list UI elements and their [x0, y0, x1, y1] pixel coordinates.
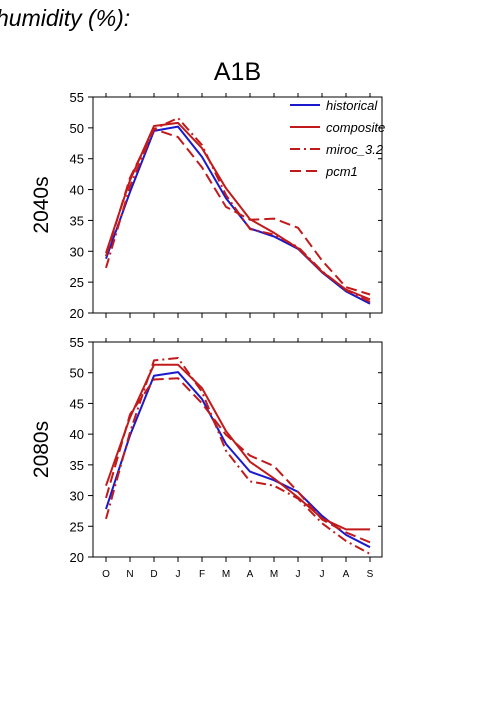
- row-label: 2040s: [30, 176, 53, 233]
- y-tick-label: 55: [70, 335, 84, 350]
- x-tick-label: S: [367, 569, 374, 580]
- legend-label: historical: [326, 98, 378, 113]
- x-tick-label: O: [102, 569, 110, 580]
- y-tick-label: 35: [70, 213, 84, 228]
- y-tick-label: 40: [70, 183, 84, 198]
- y-tick-label: 50: [70, 121, 84, 136]
- plot-frame: [92, 341, 383, 558]
- legend-label: pcm1: [325, 164, 358, 179]
- x-tick-label: J: [296, 569, 301, 580]
- x-tick-label: J: [320, 569, 325, 580]
- y-tick-label: 45: [70, 396, 84, 411]
- figure-heading: humidity (%):: [0, 5, 130, 31]
- row-label: 2080s: [30, 421, 53, 478]
- y-tick-label: 25: [70, 275, 84, 290]
- y-tick-label: 45: [70, 152, 84, 167]
- plot-frame: [92, 96, 383, 314]
- y-tick-label: 55: [70, 90, 84, 105]
- y-tick-label: 50: [70, 366, 84, 381]
- series-line-miroc-3-2: [105, 117, 371, 303]
- y-tick-label: 20: [70, 550, 84, 565]
- y-tick-label: 25: [70, 519, 84, 534]
- chart-panels: 20 25 30 35 40 45 50 55 2040s historical composite…: [30, 90, 385, 580]
- y-tick-label: 20: [70, 306, 84, 321]
- legend-label: miroc_3.2: [326, 142, 384, 157]
- legend: historical composite miroc_3.2 pcm1: [290, 98, 385, 179]
- y-tick-label: 30: [70, 244, 84, 259]
- panel-2080s: 20 25 30 35 40 45 50 55 O N D J F M A M J J A S 2080s: [30, 335, 383, 580]
- series-line-historical: [105, 371, 371, 549]
- series-line-pcm1: [105, 128, 371, 296]
- x-tick-label: D: [150, 569, 157, 580]
- series-line-composite: [105, 363, 370, 531]
- x-tick-label: M: [222, 569, 230, 580]
- x-tick-label: J: [176, 569, 181, 580]
- x-tick-label: M: [270, 569, 278, 580]
- series-line-pcm1: [105, 377, 371, 544]
- x-tick-label: F: [199, 569, 205, 580]
- x-tick-label: A: [343, 569, 350, 580]
- series-line-miroc-3-2: [105, 357, 371, 555]
- x-tick-label: A: [247, 569, 254, 580]
- y-tick-label: 30: [70, 489, 84, 504]
- legend-label: composite: [326, 120, 385, 135]
- y-tick-label: 40: [70, 427, 84, 442]
- scenario-title: A1B: [214, 58, 261, 86]
- x-tick-label: N: [126, 569, 133, 580]
- panel-2040s: 20 25 30 35 40 45 50 55 2040s historical composite…: [30, 90, 385, 321]
- y-tick-label: 35: [70, 458, 84, 473]
